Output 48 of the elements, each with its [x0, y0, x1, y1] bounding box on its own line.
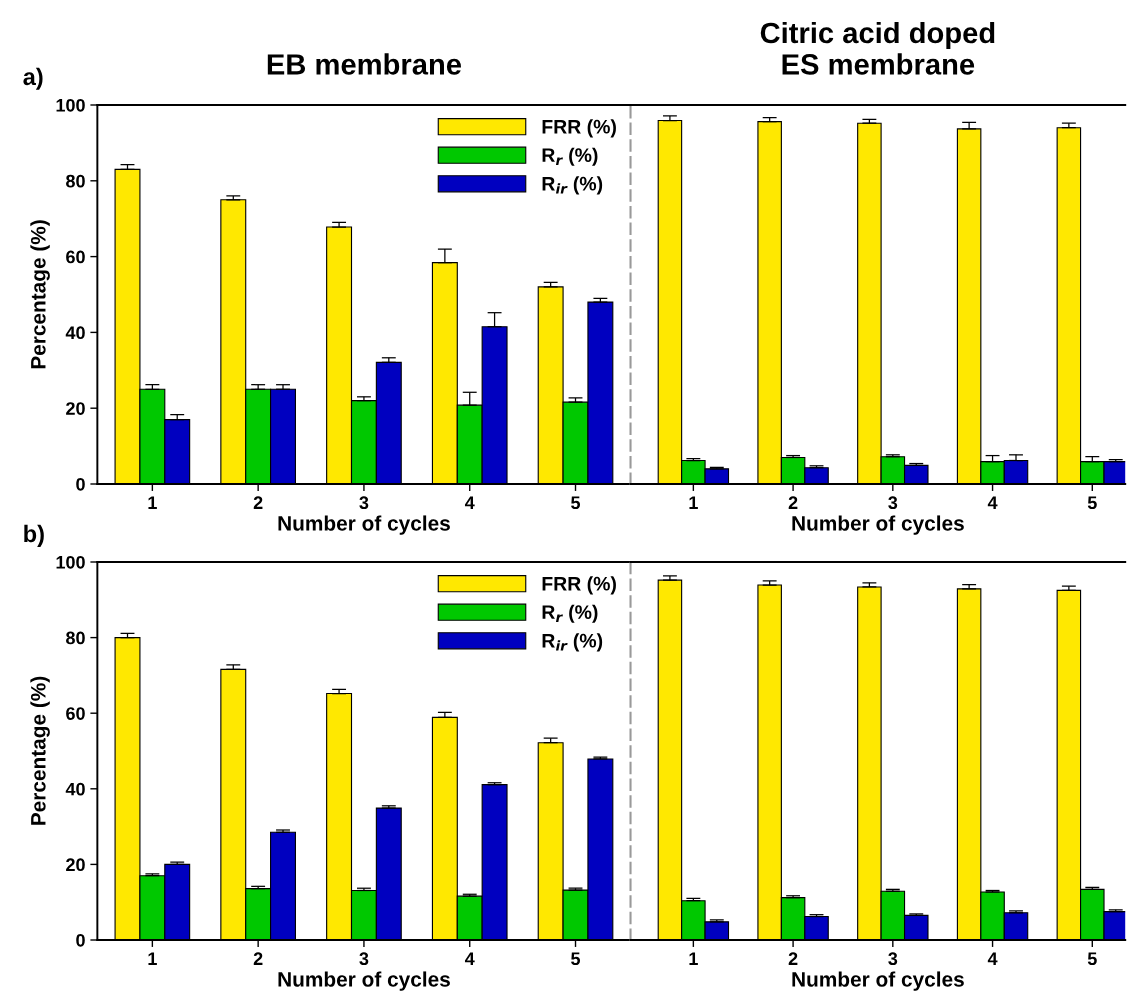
legend-label: R$_{r}$ (%) [542, 147, 598, 166]
x-axis-title: Number of cycles [278, 971, 450, 991]
x-tick-label: 2 [253, 496, 263, 509]
x-tick-label: 5 [1087, 496, 1097, 510]
legend-label: FRR (%) [542, 119, 616, 138]
legend-label: FRR (%) [542, 576, 616, 595]
x-tick-label: 1 [148, 496, 157, 509]
x-tick-label: 3 [359, 496, 369, 510]
y-tick-label: 80 [66, 631, 85, 645]
x-tick-label: 3 [888, 496, 898, 510]
x-tick-label: 1 [148, 952, 157, 965]
x-tick-label: 4 [987, 952, 998, 965]
y-tick-label: 0 [76, 933, 85, 947]
x-tick-label: 5 [571, 952, 581, 966]
x-tick-label: 1 [689, 952, 698, 965]
y-tick-label: 40 [65, 782, 85, 796]
y-tick-label: 20 [66, 858, 85, 872]
x-tick-label: 3 [888, 952, 898, 966]
x-axis-title: Number of cycles [792, 971, 964, 991]
y-tick-label: 20 [66, 402, 85, 415]
x-tick-label: 5 [571, 496, 581, 510]
text: a) [23, 67, 43, 90]
x-tick-label: 3 [359, 952, 369, 966]
legend-label: R$_{ir}$ (%) [542, 633, 603, 652]
x-tick-label: 2 [788, 952, 798, 965]
x-tick-label: 1 [689, 496, 698, 509]
y-axis-title: Percentage (%) [30, 676, 50, 825]
x-tick-label: 2 [788, 496, 798, 509]
x-axis-title: Number of cycles [792, 515, 964, 535]
x-axis-title: Number of cycles [278, 515, 450, 535]
x-tick-label: 4 [464, 496, 475, 509]
legend-label: R$_{ir}$ (%) [542, 176, 603, 195]
x-tick-label: 4 [987, 496, 998, 509]
chart-title: EB membrane [267, 53, 462, 75]
y-tick-label: 100 [56, 555, 85, 569]
y-tick-label: 60 [66, 250, 85, 264]
y-axis-title: Percentage (%) [30, 220, 50, 369]
y-tick-label: 40 [65, 326, 85, 340]
y-tick-label: 60 [66, 707, 85, 720]
y-tick-label: 80 [66, 174, 85, 188]
legend-label: R$_{r}$ (%) [542, 604, 598, 623]
y-tick-label: 100 [56, 98, 85, 112]
y-tick-label: 0 [76, 477, 85, 491]
x-tick-label: 2 [253, 952, 263, 965]
x-tick-label: 4 [464, 952, 475, 965]
chart-title: Citric acid doped ES membrane [760, 21, 995, 75]
x-tick-label: 5 [1087, 952, 1097, 966]
text: b) [24, 524, 44, 547]
